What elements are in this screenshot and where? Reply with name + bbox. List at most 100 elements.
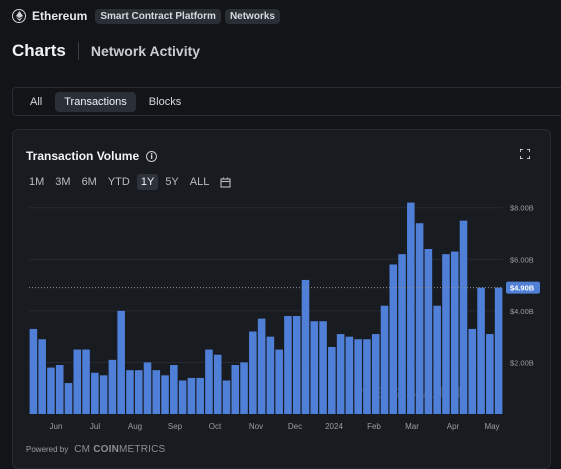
page-subtitle[interactable]: Network Activity bbox=[90, 43, 201, 59]
bar bbox=[450, 251, 459, 414]
asset-name[interactable]: Ethereum bbox=[32, 9, 88, 23]
chart-card: $2.00B$4.00B$6.00B$8.00BMESSARI$4.90BJun… bbox=[12, 129, 551, 469]
powered-by-label: Powered by bbox=[26, 445, 69, 454]
bar bbox=[47, 367, 55, 414]
bar bbox=[91, 372, 99, 414]
bar bbox=[486, 334, 494, 414]
bar bbox=[389, 264, 398, 414]
range-5y[interactable]: 5Y bbox=[165, 176, 179, 188]
bar bbox=[319, 321, 327, 414]
bar bbox=[363, 339, 371, 414]
bar bbox=[328, 346, 336, 414]
tag-smart-contract-platform[interactable]: Smart Contract Platform bbox=[95, 8, 221, 24]
range-1m[interactable]: 1M bbox=[29, 176, 45, 188]
bar bbox=[187, 377, 196, 414]
bar bbox=[205, 349, 213, 414]
bar bbox=[468, 328, 477, 414]
bar bbox=[213, 354, 222, 414]
bar bbox=[266, 336, 275, 414]
bar bbox=[415, 223, 424, 414]
bar bbox=[178, 380, 187, 414]
bar bbox=[354, 339, 362, 414]
bar bbox=[310, 321, 319, 414]
range-ytd[interactable]: YTD bbox=[107, 176, 130, 188]
range-1y[interactable]: 1Y bbox=[136, 174, 159, 190]
bar bbox=[380, 305, 389, 414]
x-tick-label: Apr bbox=[447, 422, 460, 431]
bar bbox=[275, 349, 283, 414]
bar bbox=[73, 349, 82, 414]
bar bbox=[249, 331, 257, 414]
bar bbox=[301, 279, 310, 414]
bar bbox=[407, 202, 415, 414]
bar bbox=[222, 380, 231, 414]
range-3m[interactable]: 3M bbox=[55, 176, 71, 188]
bar bbox=[345, 336, 354, 414]
bar bbox=[424, 248, 433, 414]
tab-blocks[interactable]: Blocks bbox=[148, 95, 182, 108]
ethereum-icon bbox=[12, 9, 26, 23]
bar bbox=[494, 287, 503, 414]
tab-bar: All Transactions Blocks bbox=[12, 87, 561, 116]
x-tick-label: Dec bbox=[288, 422, 302, 431]
bar bbox=[82, 349, 90, 414]
calendar-icon[interactable] bbox=[220, 177, 231, 188]
expand-icon[interactable] bbox=[520, 149, 530, 159]
breadcrumb: Ethereum Smart Contract Platform Network… bbox=[12, 7, 284, 25]
bar bbox=[170, 365, 178, 414]
x-tick-label: Aug bbox=[128, 422, 142, 431]
current-value-badge bbox=[506, 281, 540, 294]
x-tick-label: 2024 bbox=[325, 422, 343, 431]
x-tick-label: Jul bbox=[90, 422, 100, 431]
heading-divider bbox=[77, 42, 79, 60]
x-tick-label: May bbox=[484, 422, 499, 431]
bar bbox=[38, 339, 46, 414]
bar bbox=[398, 254, 406, 414]
tab-all[interactable]: All bbox=[30, 95, 43, 108]
x-tick-label: Nov bbox=[249, 422, 263, 431]
bar bbox=[108, 359, 117, 414]
bar bbox=[240, 362, 248, 414]
bar bbox=[477, 287, 485, 414]
bar bbox=[196, 377, 204, 414]
bar bbox=[442, 254, 450, 414]
bar bbox=[257, 318, 266, 414]
bar bbox=[161, 375, 169, 414]
x-tick-label: Oct bbox=[209, 422, 222, 431]
bar bbox=[433, 305, 441, 414]
bar bbox=[231, 365, 240, 414]
y-tick-label: $8.00B bbox=[510, 204, 534, 213]
bar bbox=[117, 310, 125, 414]
x-tick-label: Sep bbox=[168, 422, 183, 431]
bar bbox=[126, 370, 134, 414]
range-6m[interactable]: 6M bbox=[81, 176, 97, 188]
range-selector: 1M 3M 6M YTD 1Y 5Y ALL bbox=[25, 174, 231, 190]
info-icon[interactable]: i bbox=[146, 150, 158, 162]
bar bbox=[459, 220, 468, 414]
y-tick-label: $2.00B bbox=[510, 358, 534, 367]
bar bbox=[143, 362, 152, 414]
range-all[interactable]: ALL bbox=[189, 176, 210, 188]
coinmetrics-logo[interactable]: CM COINMETRICS bbox=[74, 444, 166, 455]
bar bbox=[284, 316, 292, 414]
tag-networks[interactable]: Networks bbox=[224, 8, 280, 24]
powered-by: Powered by CM COINMETRICS bbox=[26, 444, 165, 455]
tab-transactions[interactable]: Transactions bbox=[55, 91, 136, 112]
bar bbox=[292, 316, 301, 414]
bar bbox=[29, 328, 38, 414]
x-tick-label: Jun bbox=[50, 422, 63, 431]
page-heading: Charts Network Activity bbox=[12, 41, 200, 61]
x-tick-label: Mar bbox=[405, 422, 419, 431]
bar bbox=[371, 334, 380, 414]
x-tick-label: Feb bbox=[367, 422, 381, 431]
bar bbox=[152, 370, 161, 414]
y-tick-label: $6.00B bbox=[510, 255, 534, 264]
bar bbox=[99, 375, 108, 414]
chart-title: Transaction Volume bbox=[26, 149, 140, 163]
chart-title-row: Transaction Volume i bbox=[26, 149, 158, 163]
y-tick-label: $4.00B bbox=[510, 307, 534, 316]
bar bbox=[336, 334, 345, 414]
bar bbox=[55, 365, 64, 414]
bar bbox=[64, 383, 73, 414]
bar bbox=[134, 370, 143, 414]
